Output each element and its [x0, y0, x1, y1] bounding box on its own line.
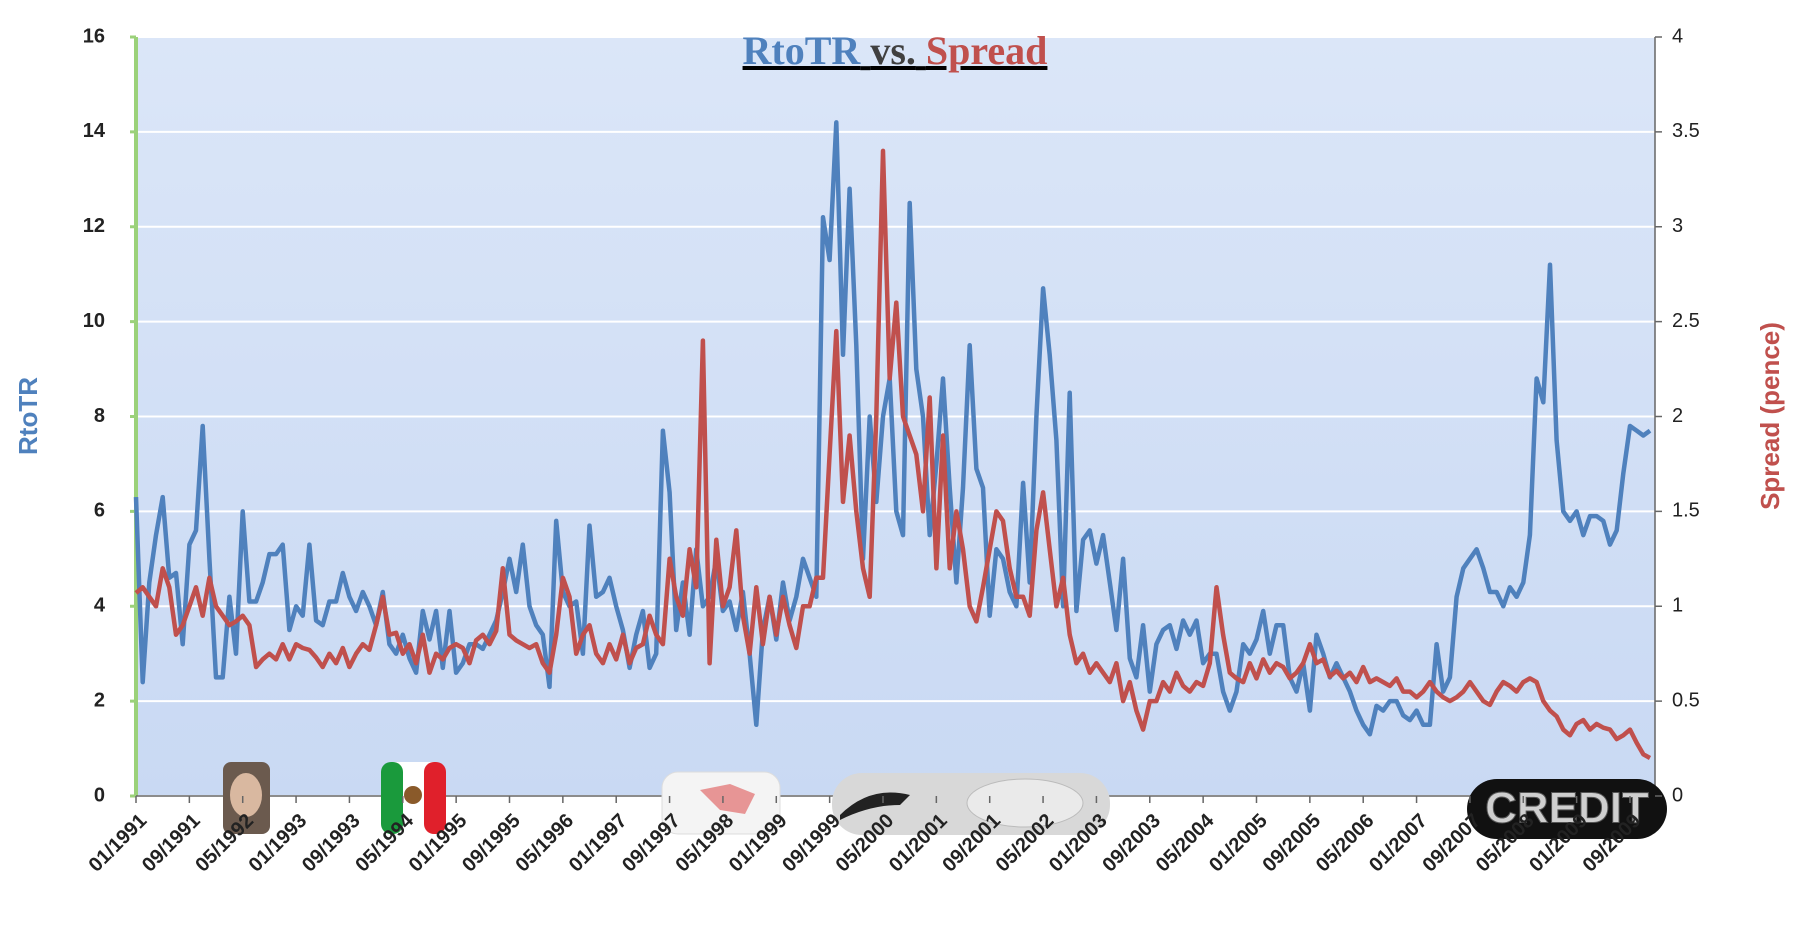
x-tick-label: 05/1996: [511, 810, 578, 877]
x-tick-label: 09/1995: [458, 810, 525, 877]
y-tick-label: 4: [94, 595, 106, 617]
y-axis-label: RtoTR: [13, 377, 43, 455]
y-tick-label: 8: [94, 405, 105, 427]
y-tick-label: 2: [94, 689, 105, 711]
credit-text: CREDIT: [1485, 784, 1649, 833]
y2-tick-label: 2: [1672, 405, 1683, 427]
title-part: RtoTR: [743, 28, 862, 73]
chart-title: RtoTR vs. Spread: [743, 28, 1048, 73]
y2-tick-label: 2.5: [1672, 310, 1700, 332]
x-tick-label: 09/1991: [138, 810, 205, 877]
y2-tick-label: 0: [1672, 784, 1683, 806]
x-tick-label: 01/1997: [565, 810, 632, 877]
x-tick-label: 01/2005: [1205, 810, 1272, 877]
flag-green: [381, 762, 403, 834]
portrait-face: [230, 773, 262, 817]
y2-axis-label: Spread (pence): [1755, 322, 1785, 510]
y2-tick-label: 3: [1672, 215, 1683, 237]
y-tick-label: 6: [94, 500, 105, 522]
title-part: Spread: [926, 28, 1048, 73]
x-tick-label: 09/1997: [618, 810, 685, 877]
x-tick-label: 05/2004: [1152, 809, 1219, 876]
x-tick-label: 09/2007: [1419, 810, 1486, 877]
credit-icon: [1467, 779, 1667, 839]
y-tick-label: 16: [83, 25, 105, 47]
y-tick-label: 14: [83, 120, 106, 142]
x-tick-label: 09/2005: [1258, 810, 1325, 877]
x-tick-label: 05/2006: [1312, 810, 1379, 877]
x-tick-label: 09/1999: [778, 810, 845, 877]
map-shape: [700, 784, 755, 814]
x-tick-label: 09/1993: [298, 810, 365, 877]
flag-red: [424, 762, 446, 834]
y2-tick-label: 4: [1672, 25, 1683, 47]
y-tick-label: 0: [94, 784, 105, 806]
x-tick-label: 01/2007: [1365, 810, 1432, 877]
series-line: [134, 148, 1652, 760]
coin: [966, 778, 1084, 828]
y2-tick-label: 0.5: [1672, 689, 1700, 711]
y2-tick-label: 3.5: [1672, 120, 1700, 142]
flag-emblem: [404, 786, 422, 804]
x-tick-label: 09/2003: [1098, 810, 1165, 877]
hand: [840, 792, 910, 820]
y2-tick-label: 1.5: [1672, 500, 1700, 522]
title-part: vs.: [870, 28, 916, 73]
x-tick-label: 01/1991: [85, 810, 152, 877]
y-tick-label: 10: [83, 310, 105, 332]
y-tick-label: 12: [83, 215, 105, 237]
y2-tick-label: 1: [1672, 595, 1683, 617]
icons: CREDIT: [223, 762, 1667, 839]
